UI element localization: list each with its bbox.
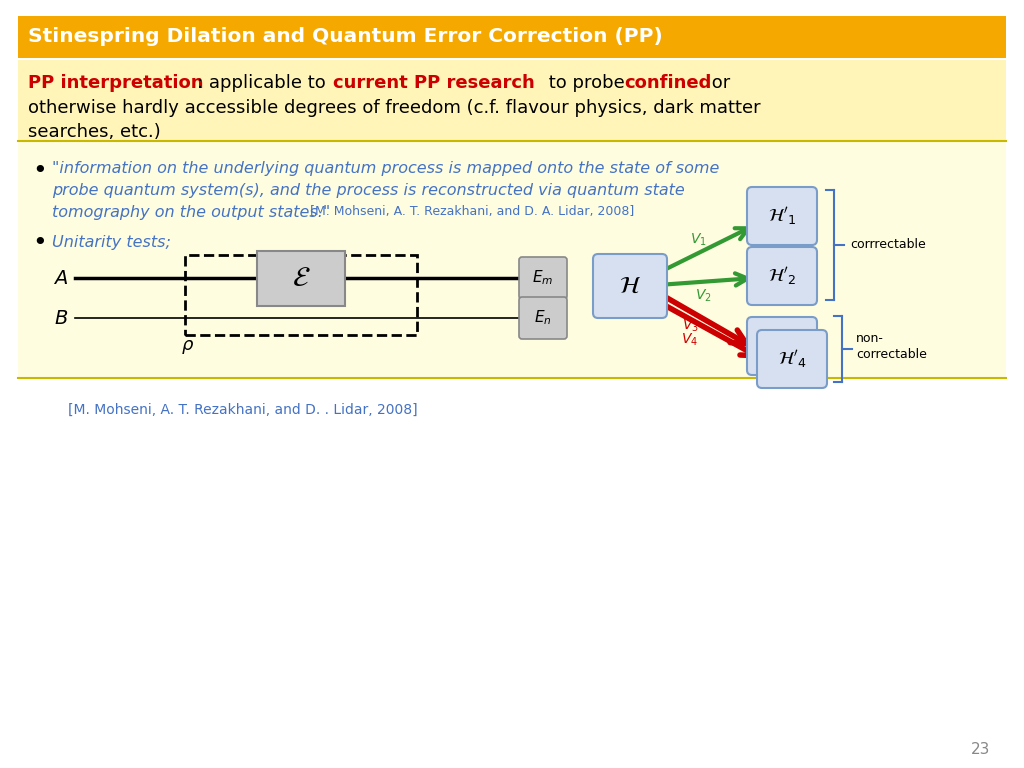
FancyBboxPatch shape xyxy=(757,330,827,388)
Text: Stinespring Dilation and Quantum Error Correction (PP): Stinespring Dilation and Quantum Error C… xyxy=(28,28,663,47)
Text: "information on the underlying quantum process is mapped onto the state of some: "information on the underlying quantum p… xyxy=(52,161,720,176)
Text: •: • xyxy=(32,231,47,255)
FancyBboxPatch shape xyxy=(519,297,567,339)
Text: $\mathcal{H}'_4$: $\mathcal{H}'_4$ xyxy=(777,348,806,370)
Text: [M. Mohseni, A. T. Rezakhani, and D. . Lidar, 2008]: [M. Mohseni, A. T. Rezakhani, and D. . L… xyxy=(68,403,418,417)
Text: $V_3$: $V_3$ xyxy=(682,318,698,334)
Text: otherwise hardly accessible degrees of freedom (c.f. flavour physics, dark matte: otherwise hardly accessible degrees of f… xyxy=(28,99,761,117)
Text: to probe: to probe xyxy=(543,74,631,92)
Text: $B$: $B$ xyxy=(54,309,68,327)
Text: probe quantum system(s), and the process is reconstructed via quantum state: probe quantum system(s), and the process… xyxy=(52,183,685,197)
Text: [M. Mohseni, A. T. Rezakhani, and D. A. Lidar, 2008]: [M. Mohseni, A. T. Rezakhani, and D. A. … xyxy=(310,206,634,219)
FancyBboxPatch shape xyxy=(593,254,667,318)
FancyBboxPatch shape xyxy=(746,317,817,375)
Text: $\mathcal{E}$: $\mathcal{E}$ xyxy=(292,264,310,292)
Text: non-: non- xyxy=(856,332,884,345)
Text: tomography on the output states.": tomography on the output states." xyxy=(52,204,331,220)
Text: •: • xyxy=(32,159,47,183)
FancyBboxPatch shape xyxy=(519,257,567,299)
Text: correctable: correctable xyxy=(856,349,927,362)
Text: $\mathcal{H}'_1$: $\mathcal{H}'_1$ xyxy=(768,205,796,227)
Text: $\rho$: $\rho$ xyxy=(181,338,195,356)
FancyBboxPatch shape xyxy=(18,16,1006,58)
FancyBboxPatch shape xyxy=(18,140,1006,378)
Text: $A$: $A$ xyxy=(53,269,68,287)
Text: : applicable to: : applicable to xyxy=(197,74,332,92)
FancyBboxPatch shape xyxy=(257,251,345,306)
Text: confined: confined xyxy=(624,74,712,92)
Text: or: or xyxy=(706,74,730,92)
Text: current PP research: current PP research xyxy=(333,74,535,92)
Text: $V_2$: $V_2$ xyxy=(694,288,712,304)
Text: $\mathcal{H}'_2$: $\mathcal{H}'_2$ xyxy=(768,265,796,287)
Text: corrrectable: corrrectable xyxy=(850,239,926,251)
FancyBboxPatch shape xyxy=(746,247,817,305)
Text: 23: 23 xyxy=(971,743,990,757)
FancyBboxPatch shape xyxy=(746,187,817,245)
Text: $\mathcal{H}$: $\mathcal{H}$ xyxy=(618,274,641,298)
FancyBboxPatch shape xyxy=(18,60,1006,378)
Text: searches, etc.): searches, etc.) xyxy=(28,123,161,141)
Text: $V_1$: $V_1$ xyxy=(689,232,707,248)
Text: Unitarity tests;: Unitarity tests; xyxy=(52,236,171,250)
Text: $E_n$: $E_n$ xyxy=(535,309,552,327)
Text: PP interpretation: PP interpretation xyxy=(28,74,204,92)
Text: $V_4$: $V_4$ xyxy=(682,332,698,348)
Text: $E_m$: $E_m$ xyxy=(532,269,554,287)
Text: $\mathcal{H}'_3$: $\mathcal{H}'_3$ xyxy=(768,335,796,357)
